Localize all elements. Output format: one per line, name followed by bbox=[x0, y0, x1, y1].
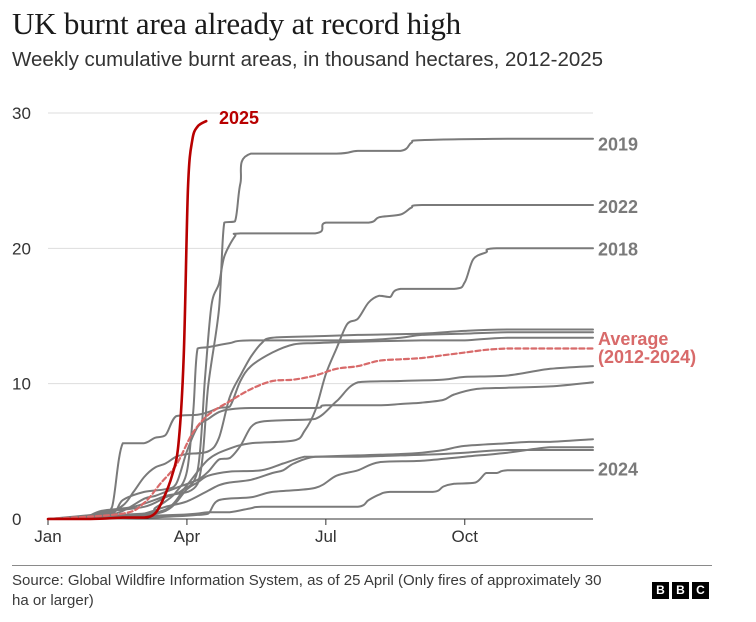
series-line-year bbox=[47, 438, 594, 520]
source-note: Source: Global Wildfire Information Syst… bbox=[12, 572, 602, 609]
series-line-year bbox=[47, 469, 594, 520]
y-tick-label: 10 bbox=[12, 375, 31, 394]
chart-subtitle: Weekly cumulative burnt areas, in thousa… bbox=[12, 48, 604, 71]
label-2025: 2025 bbox=[219, 108, 259, 128]
label-2024: 2024 bbox=[598, 459, 638, 479]
label-average: Average bbox=[598, 329, 668, 349]
x-tick-label: Jan bbox=[34, 527, 61, 546]
footer-divider bbox=[12, 565, 712, 566]
series-line-year bbox=[47, 381, 594, 520]
series-line-year bbox=[47, 448, 594, 520]
series-line-year bbox=[47, 331, 594, 520]
y-tick-label: 0 bbox=[12, 510, 21, 529]
chart-title: UK burnt area already at record high bbox=[12, 6, 461, 41]
label-2018: 2018 bbox=[598, 239, 638, 259]
series-line-year bbox=[47, 328, 594, 520]
label-2022: 2022 bbox=[598, 197, 638, 217]
x-tick-label: Apr bbox=[174, 527, 201, 546]
x-tick-label: Jul bbox=[315, 527, 337, 546]
y-tick-label: 20 bbox=[12, 239, 31, 258]
series-line-year bbox=[47, 137, 594, 520]
series-line-year bbox=[47, 365, 594, 520]
line-chart: 0 10 20 30 Jan Apr Jul Oct 2025 2019 2022 2018 Ave… bbox=[12, 104, 696, 546]
series-line-year bbox=[47, 336, 594, 520]
series-line-year bbox=[47, 446, 594, 520]
logo-letter: B bbox=[652, 582, 669, 599]
logo-letter: C bbox=[692, 582, 709, 599]
y-tick-label: 30 bbox=[12, 104, 31, 123]
bbc-logo: B B C bbox=[652, 582, 709, 599]
series-line-year bbox=[47, 203, 594, 520]
series-line-year bbox=[47, 247, 594, 520]
series-line-2025 bbox=[46, 119, 208, 521]
x-tick-label: Oct bbox=[452, 527, 479, 546]
label-average-period: (2012-2024) bbox=[598, 347, 696, 367]
logo-letter: B bbox=[672, 582, 689, 599]
label-2019: 2019 bbox=[598, 135, 638, 155]
